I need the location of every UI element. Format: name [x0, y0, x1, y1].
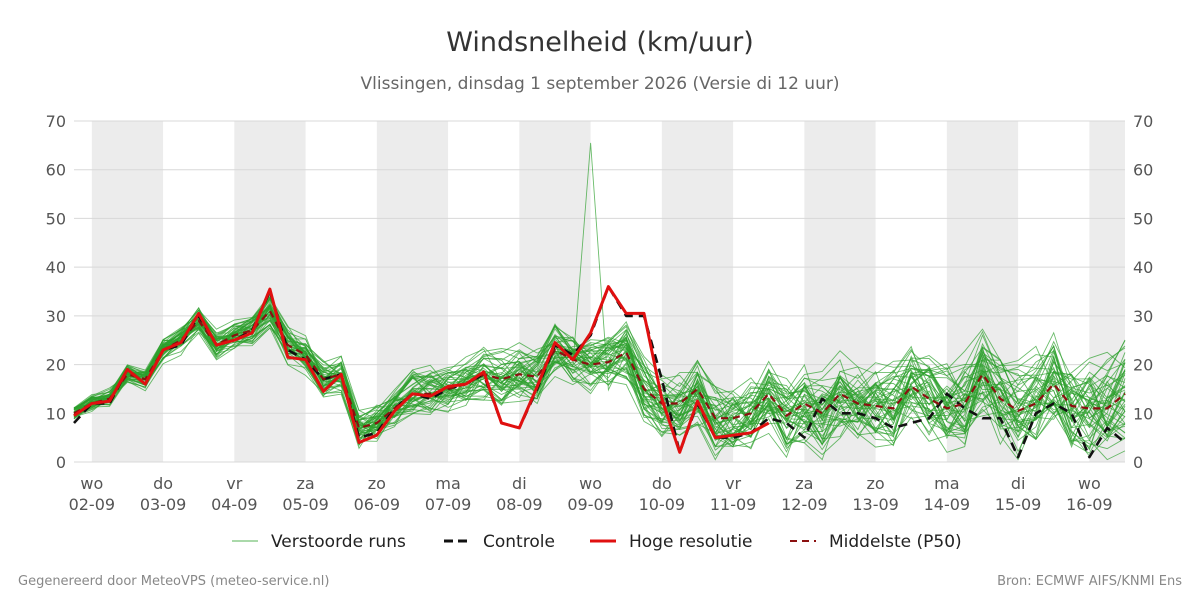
chart-subtitle: Vlissingen, dinsdag 1 september 2026 (Ve… [361, 74, 840, 94]
x-tick-weekday: vr [226, 474, 242, 493]
y-tick-label-left: 30 [46, 307, 66, 326]
x-tick-date: 13-09 [852, 495, 899, 514]
x-tick-weekday: ma [934, 474, 959, 493]
y-tick-label-right: 60 [1133, 161, 1153, 180]
y-tick-label-left: 70 [46, 112, 66, 131]
x-tick-weekday: vr [725, 474, 741, 493]
x-tick-weekday: zo [368, 474, 386, 493]
legend-item-control: Controle [444, 532, 555, 552]
ensemble-member-line [73, 305, 1126, 454]
x-axis: wo 02-09 do 03-09 vr 04-09 za 05-09 zo 06-09 ma 07-… [69, 474, 1113, 514]
x-tick-weekday: di [512, 474, 527, 493]
y-tick-label-right: 50 [1133, 209, 1153, 228]
y-tick-label-left: 60 [46, 161, 66, 180]
x-tick-date: 11-09 [710, 495, 757, 514]
y-tick-label-right: 30 [1133, 307, 1153, 326]
high-resolution-line [73, 285, 770, 454]
x-tick-weekday: do [652, 474, 672, 493]
x-tick-date: 14-09 [924, 495, 971, 514]
y-axis: 0 0 10 10 20 20 30 30 40 40 50 50 60 60 70 70 [46, 112, 1154, 472]
ensemble-member-line [73, 315, 1126, 448]
legend-item-ensemble: Verstoorde runs [232, 532, 406, 552]
x-tick-date: 07-09 [425, 495, 472, 514]
legend-item-high-res: Hoge resolutie [590, 532, 753, 552]
x-tick-date: 08-09 [496, 495, 543, 514]
ensemble-member-line [73, 297, 1126, 448]
day-band [91, 121, 164, 462]
x-tick-weekday: zo [867, 474, 885, 493]
ensemble-member-line [73, 323, 1126, 444]
y-tick-label-left: 40 [46, 258, 66, 277]
x-tick-weekday: wo [579, 474, 602, 493]
y-tick-label-right: 0 [1133, 453, 1143, 472]
x-tick-weekday: za [296, 474, 314, 493]
legend: Verstoorde runs Controle Hoge resolutie … [232, 532, 962, 552]
legend-label-high-res: Hoge resolutie [629, 532, 753, 552]
x-tick-date: 03-09 [140, 495, 187, 514]
main-series-lines [73, 285, 1126, 459]
x-tick-date: 12-09 [781, 495, 828, 514]
y-tick-label-right: 10 [1133, 404, 1153, 423]
y-tick-label-right: 40 [1133, 258, 1153, 277]
ensemble-member-line [73, 317, 1126, 433]
y-tick-label-right: 20 [1133, 356, 1153, 375]
x-tick-date: 15-09 [995, 495, 1042, 514]
footer-generated-by: Gegenereerd door MeteoVPS (meteo-service… [18, 574, 329, 589]
footer-source: Bron: ECMWF AIFS/KNMI Ens [997, 574, 1182, 589]
x-tick-weekday: di [1011, 474, 1026, 493]
legend-item-median: Middelste (P50) [790, 532, 962, 552]
x-tick-date: 09-09 [567, 495, 614, 514]
ensemble-member-line [73, 303, 1126, 438]
x-tick-date: 04-09 [211, 495, 258, 514]
y-tick-label-left: 20 [46, 356, 66, 375]
y-tick-label-left: 10 [46, 404, 66, 423]
x-tick-date: 16-09 [1066, 495, 1113, 514]
legend-label-control: Controle [483, 532, 555, 552]
x-tick-date: 05-09 [282, 495, 329, 514]
y-tick-label-right: 70 [1133, 112, 1153, 131]
day-band [519, 121, 591, 462]
median-line [73, 309, 1126, 429]
y-tick-label-left: 0 [56, 453, 66, 472]
legend-label-median: Middelste (P50) [829, 532, 962, 552]
x-tick-date: 06-09 [354, 495, 401, 514]
x-tick-weekday: wo [1078, 474, 1101, 493]
x-tick-weekday: wo [80, 474, 103, 493]
legend-label-ensemble: Verstoorde runs [271, 532, 406, 552]
ensemble-member-line [73, 308, 1126, 450]
x-tick-weekday: za [795, 474, 813, 493]
x-tick-date: 02-09 [69, 495, 116, 514]
y-tick-label-left: 50 [46, 209, 66, 228]
chart-title: Windsnelheid (km/uur) [446, 27, 754, 58]
x-tick-weekday: ma [435, 474, 460, 493]
ensemble-member-line [73, 312, 1126, 432]
x-tick-date: 10-09 [639, 495, 686, 514]
x-tick-weekday: do [153, 474, 173, 493]
